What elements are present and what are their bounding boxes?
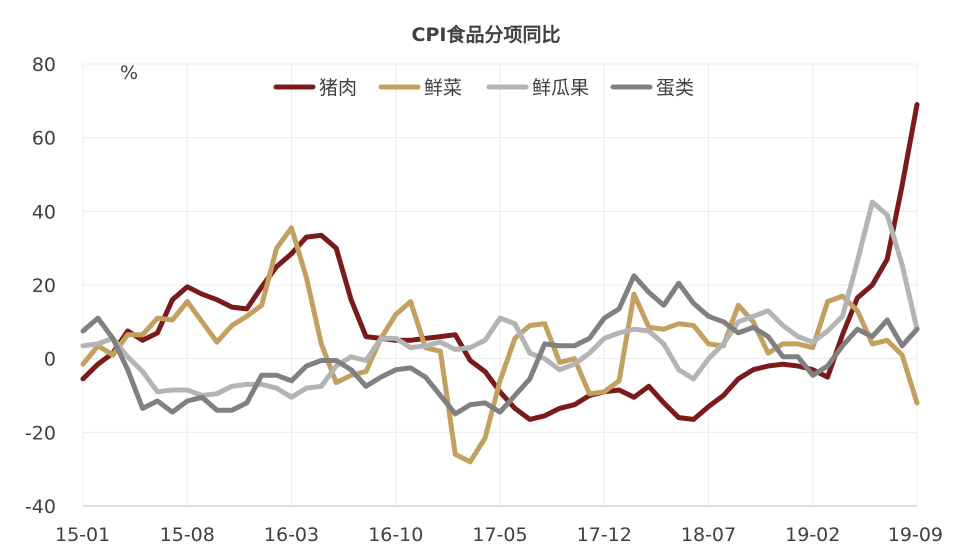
- x-tick-label: 19-02: [785, 524, 840, 546]
- legend-label: 鲜瓜果: [532, 77, 589, 99]
- series-lines: [80, 102, 920, 465]
- legend-label: 鲜菜: [424, 77, 462, 99]
- chart-title: CPI食品分项同比: [412, 23, 561, 46]
- y-tick-label: -40: [25, 496, 56, 518]
- x-tick-label: 16-03: [264, 524, 319, 546]
- x-tick-label: 15-08: [160, 524, 215, 546]
- x-tick-label: 16-10: [368, 524, 423, 546]
- legend-label: 猪肉: [319, 77, 357, 99]
- x-tick-label: 17-05: [472, 524, 527, 546]
- x-tick-label: 17-12: [577, 524, 632, 546]
- y-tick-label: 60: [32, 128, 56, 150]
- grid-lines: [82, 63, 918, 507]
- series-line-4: [80, 273, 920, 417]
- x-tick-label: 18-07: [681, 524, 736, 546]
- x-tick-label: 15-01: [55, 524, 110, 546]
- legend-label: 蛋类: [656, 77, 694, 99]
- x-tick-label: 19-09: [888, 524, 943, 546]
- y-tick-label: -20: [25, 422, 56, 444]
- x-axis-tick-labels: 15-01 15-08 16-03 16-10 17-05 17-12 18-07 19-02…: [55, 524, 943, 546]
- y-axis-unit-label: %: [120, 62, 138, 84]
- series-line-1: [80, 102, 920, 422]
- y-tick-label: 80: [32, 54, 56, 76]
- y-tick-label: 0: [44, 349, 56, 371]
- y-tick-label: 40: [32, 201, 56, 223]
- y-tick-label: 20: [32, 275, 56, 297]
- y-axis-tick-labels: 80 60 40 20 0 -20 -40: [25, 54, 56, 518]
- legend: 猪肉 鲜菜 鲜瓜果 蛋类: [273, 77, 694, 99]
- series-line-3: [80, 199, 920, 400]
